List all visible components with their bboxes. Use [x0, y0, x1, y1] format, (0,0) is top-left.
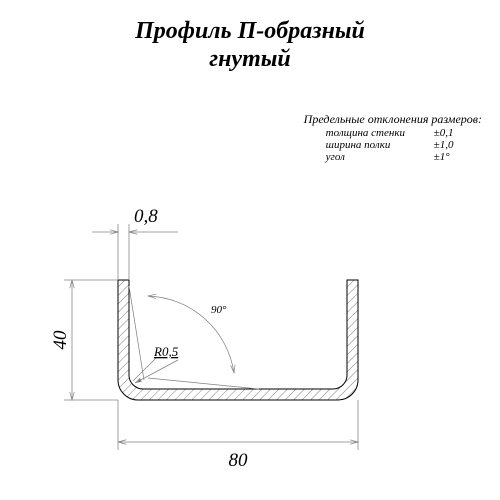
tolerance-value: ±1° — [434, 151, 450, 163]
dim-radius — [133, 358, 178, 383]
profile-section — [118, 280, 358, 400]
dim-height-label: 40 — [50, 330, 71, 350]
technical-drawing: 40 0,8 80 90° — [18, 200, 482, 480]
tolerance-row: толщина стенки ±0,1 — [304, 127, 482, 139]
tolerance-param: угол — [326, 151, 426, 163]
tolerance-heading: Предельные отклонения размеров: — [304, 112, 482, 127]
tolerance-row: ширина полки ±1,0 — [304, 139, 482, 151]
dim-thickness — [92, 224, 178, 280]
title-line-1: Профиль П-образный — [0, 18, 500, 46]
tolerance-block: Предельные отклонения размеров: толщина … — [304, 112, 482, 163]
tolerance-row: угол ±1° — [304, 151, 482, 163]
title-line-2: гнутый — [0, 46, 500, 74]
title-block: Профиль П-образный гнутый — [0, 0, 500, 73]
dim-angle — [129, 286, 259, 389]
tolerance-value: ±1,0 — [434, 139, 454, 151]
dim-height — [64, 280, 118, 400]
dim-radius-label: R0,5 — [153, 344, 179, 359]
tolerance-value: ±0,1 — [434, 127, 454, 139]
dim-width-label: 80 — [229, 450, 249, 471]
profile-svg: 40 0,8 80 90° — [18, 200, 482, 480]
dim-width — [118, 400, 358, 450]
dim-thickness-label: 0,8 — [134, 206, 158, 227]
page-root: Профиль П-образный гнутый Предельные отк… — [0, 0, 500, 500]
dim-angle-label: 90° — [211, 304, 227, 316]
tolerance-param: ширина полки — [326, 139, 426, 151]
tolerance-param: толщина стенки — [326, 127, 426, 139]
